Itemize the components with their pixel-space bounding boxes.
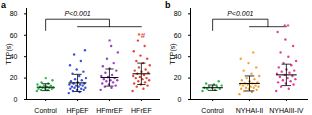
svg-text:60: 60	[174, 32, 182, 39]
svg-text:Control: Control	[201, 107, 224, 114]
svg-text:40: 40	[9, 52, 18, 60]
svg-text:P<0.001: P<0.001	[227, 10, 253, 17]
svg-text:HFrEF: HFrEF	[131, 107, 152, 114]
svg-text:HFpEF: HFpEF	[66, 107, 88, 115]
svg-text:*#: *#	[138, 31, 146, 40]
svg-text:0: 0	[178, 96, 182, 103]
svg-text:60: 60	[10, 32, 18, 39]
svg-text:*: *	[108, 37, 112, 46]
html-text:b: b	[165, 0, 171, 10]
svg-text:NYHAIII-IV: NYHAIII-IV	[269, 107, 304, 114]
svg-text:TTP(s): TTP(s)	[169, 43, 177, 64]
svg-text:NYHAI-II: NYHAI-II	[236, 107, 264, 114]
svg-text:40: 40	[173, 52, 182, 60]
svg-text:**: **	[283, 22, 290, 31]
svg-text:0: 0	[14, 96, 18, 103]
svg-text:TTP(s): TTP(s)	[5, 43, 13, 64]
svg-text:Control: Control	[34, 107, 57, 114]
svg-text:20: 20	[10, 74, 18, 81]
svg-text:P<0.001: P<0.001	[64, 10, 90, 17]
svg-text:HFmrEF: HFmrEF	[96, 107, 122, 114]
svg-text:80: 80	[174, 10, 182, 17]
svg-text:20: 20	[174, 74, 182, 81]
svg-text:80: 80	[10, 10, 18, 17]
html-text:a: a	[1, 0, 6, 10]
